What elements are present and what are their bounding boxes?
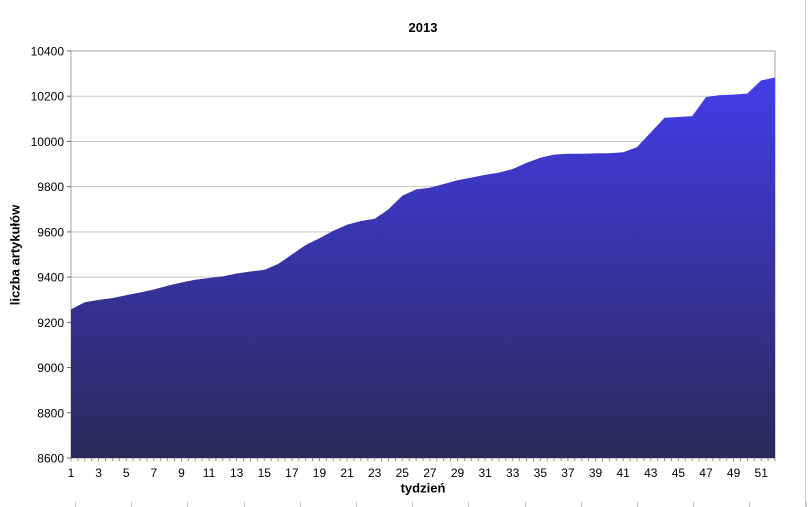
cell-border-mark <box>187 502 189 507</box>
x-tick-label: 41 <box>616 466 630 480</box>
y-tick-label: 9000 <box>37 361 64 375</box>
x-tick-label: 5 <box>123 466 130 480</box>
x-tick-label: 33 <box>506 466 520 480</box>
x-tick-label: 3 <box>95 466 102 480</box>
x-tick-label: 15 <box>258 466 272 480</box>
cell-border-mark <box>805 502 807 507</box>
x-tick-label: 11 <box>203 466 216 480</box>
x-tick-label: 9 <box>178 466 185 480</box>
x-tick-label: 51 <box>755 466 769 480</box>
cell-border-mark <box>412 502 414 507</box>
x-tick-label: 37 <box>561 466 575 480</box>
x-tick-label: 23 <box>368 466 382 480</box>
x-axis-title: tydzień <box>400 480 446 496</box>
y-tick-label: 10200 <box>31 90 65 104</box>
cell-border-mark <box>356 502 357 507</box>
x-tick-label: 47 <box>699 466 713 480</box>
chart-frame-right-border <box>805 0 806 507</box>
cell-border-mark <box>693 502 695 507</box>
y-tick-label: 8600 <box>37 452 64 466</box>
x-tick-label: 19 <box>313 466 327 480</box>
cell-border-mark <box>749 502 751 507</box>
x-tick-label: 35 <box>534 466 548 480</box>
y-tick-label: 9400 <box>37 271 64 285</box>
x-tick-label: 1 <box>68 466 75 480</box>
y-tick-label: 9200 <box>37 316 64 330</box>
x-tick-label: 17 <box>285 466 299 480</box>
cell-border-mark <box>580 502 582 507</box>
y-tick-label: 9600 <box>37 225 64 239</box>
area-series-2013 <box>71 77 775 458</box>
cell-border-mark <box>75 502 76 507</box>
x-tick-label: 31 <box>478 466 492 480</box>
cell-border-mark <box>131 502 133 507</box>
x-tick-label: 29 <box>451 466 465 480</box>
x-tick-label: 13 <box>230 466 244 480</box>
x-tick-label: 27 <box>423 466 437 480</box>
x-tick-label: 39 <box>589 466 603 480</box>
x-tick-label: 43 <box>644 466 658 480</box>
y-tick-label: 8800 <box>37 406 64 420</box>
y-tick-label: 10400 <box>31 45 65 59</box>
chart-title: 2013 <box>408 20 438 35</box>
cell-border-mark <box>299 502 301 507</box>
x-tick-label: 49 <box>727 466 741 480</box>
y-tick-label: 10000 <box>31 135 65 149</box>
x-tick-label: 21 <box>340 466 354 480</box>
cell-border-mark <box>524 502 526 507</box>
y-tick-label: 9800 <box>37 180 64 194</box>
cell-border-mark <box>637 502 638 507</box>
cell-border-mark <box>243 502 245 507</box>
x-tick-label: 45 <box>672 466 686 480</box>
x-tick-label: 7 <box>150 466 157 480</box>
cell-border-mark <box>468 502 470 507</box>
x-tick-label: 25 <box>396 466 410 480</box>
